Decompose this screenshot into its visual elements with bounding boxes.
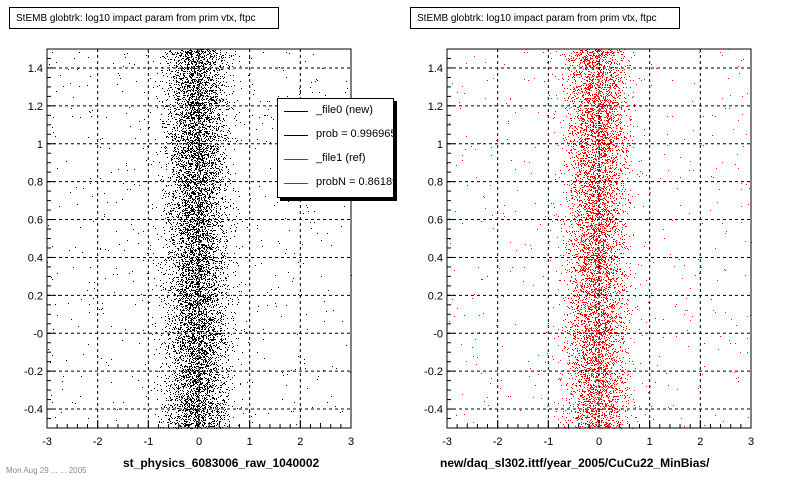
x-tick-label: 2 xyxy=(697,436,703,448)
x-tick-label: 1 xyxy=(247,436,253,448)
y-tick-label: 1.2 xyxy=(28,101,43,113)
x-tick-label: -2 xyxy=(493,436,503,448)
x-tick-label: -3 xyxy=(442,436,452,448)
legend-label: _file0 (new) xyxy=(316,104,373,116)
y-tick-label: 0.4 xyxy=(28,252,43,264)
legend-entry-prob: prob = 0.996965 xyxy=(278,125,394,145)
y-tick-label: 0.2 xyxy=(428,290,443,302)
right-plot-title: StEMB globtrk: log10 impact param from p… xyxy=(410,7,680,29)
x-tick-label: -1 xyxy=(143,436,153,448)
legend-label: probN = 0.861894 xyxy=(316,176,393,188)
right-x-axis-title: new/daq_sl302.ittf/year_2005/CuCu22_MinB… xyxy=(440,456,710,470)
y-tick-label: 0.8 xyxy=(28,177,43,189)
legend-line-red xyxy=(284,159,308,160)
x-tick-label: -1 xyxy=(543,436,553,448)
y-tick-label: 1.4 xyxy=(28,63,43,75)
legend-line-black xyxy=(284,135,308,136)
y-tick-label: -0 xyxy=(433,328,443,340)
y-tick-label: -0.2 xyxy=(24,366,43,378)
x-tick-label: 0 xyxy=(596,436,602,448)
legend-entry-probn: probN = 0.861894 xyxy=(278,173,393,193)
plot-border xyxy=(446,48,752,429)
x-tick-label: -3 xyxy=(42,436,52,448)
legend-label: _file1 (ref) xyxy=(316,152,366,164)
legend-line-red xyxy=(284,183,308,184)
y-tick-label: 1 xyxy=(437,139,443,151)
right-scatter-panel: -0.4 -0.2 -0 0.2 0.4 0.6 0.8 1 1.2 1.4 -3 -2 -1 0 1 2 3 xyxy=(424,48,754,448)
y-tick-label: 1.2 xyxy=(428,101,443,113)
legend-entry-ref: _file1 (ref) xyxy=(278,149,393,169)
footer-timestamp: Mon Aug 29 ... ... 2005 xyxy=(6,466,87,475)
scatter-points xyxy=(47,49,352,429)
x-tick-label: 0 xyxy=(196,436,202,448)
left-plot-title: StEMB globtrk: log10 impact param from p… xyxy=(9,7,279,29)
y-tick-label: 0.6 xyxy=(428,215,443,227)
y-tick-label: 0.2 xyxy=(28,290,43,302)
y-tick-label: 1.4 xyxy=(428,63,443,75)
legend-entry-new: _file0 (new) xyxy=(278,101,393,121)
y-tick-label: 1 xyxy=(37,139,43,151)
x-tick-label: 1 xyxy=(647,436,653,448)
y-tick-label: -0.2 xyxy=(424,366,443,378)
x-tick-label: 2 xyxy=(297,436,303,448)
x-tick-label: 3 xyxy=(748,436,754,448)
y-tick-label: 0.8 xyxy=(428,177,443,189)
y-tick-label: 0.4 xyxy=(428,252,443,264)
scatter-points xyxy=(447,49,752,429)
x-tick-label: 3 xyxy=(348,436,354,448)
y-tick-label: -0.4 xyxy=(24,404,43,416)
plot-border xyxy=(46,48,352,429)
y-tick-label: -0.4 xyxy=(424,404,443,416)
x-tick-label: -2 xyxy=(93,436,103,448)
legend-label: prob = 0.996965 xyxy=(316,128,394,140)
y-tick-label: 0.6 xyxy=(28,215,43,227)
y-tick-label: -0 xyxy=(33,328,43,340)
legend-line-black xyxy=(284,111,308,112)
legend: _file0 (new) prob = 0.996965 _file1 (ref… xyxy=(277,98,394,198)
left-x-axis-title: st_physics_6083006_raw_1040002 xyxy=(123,456,320,470)
